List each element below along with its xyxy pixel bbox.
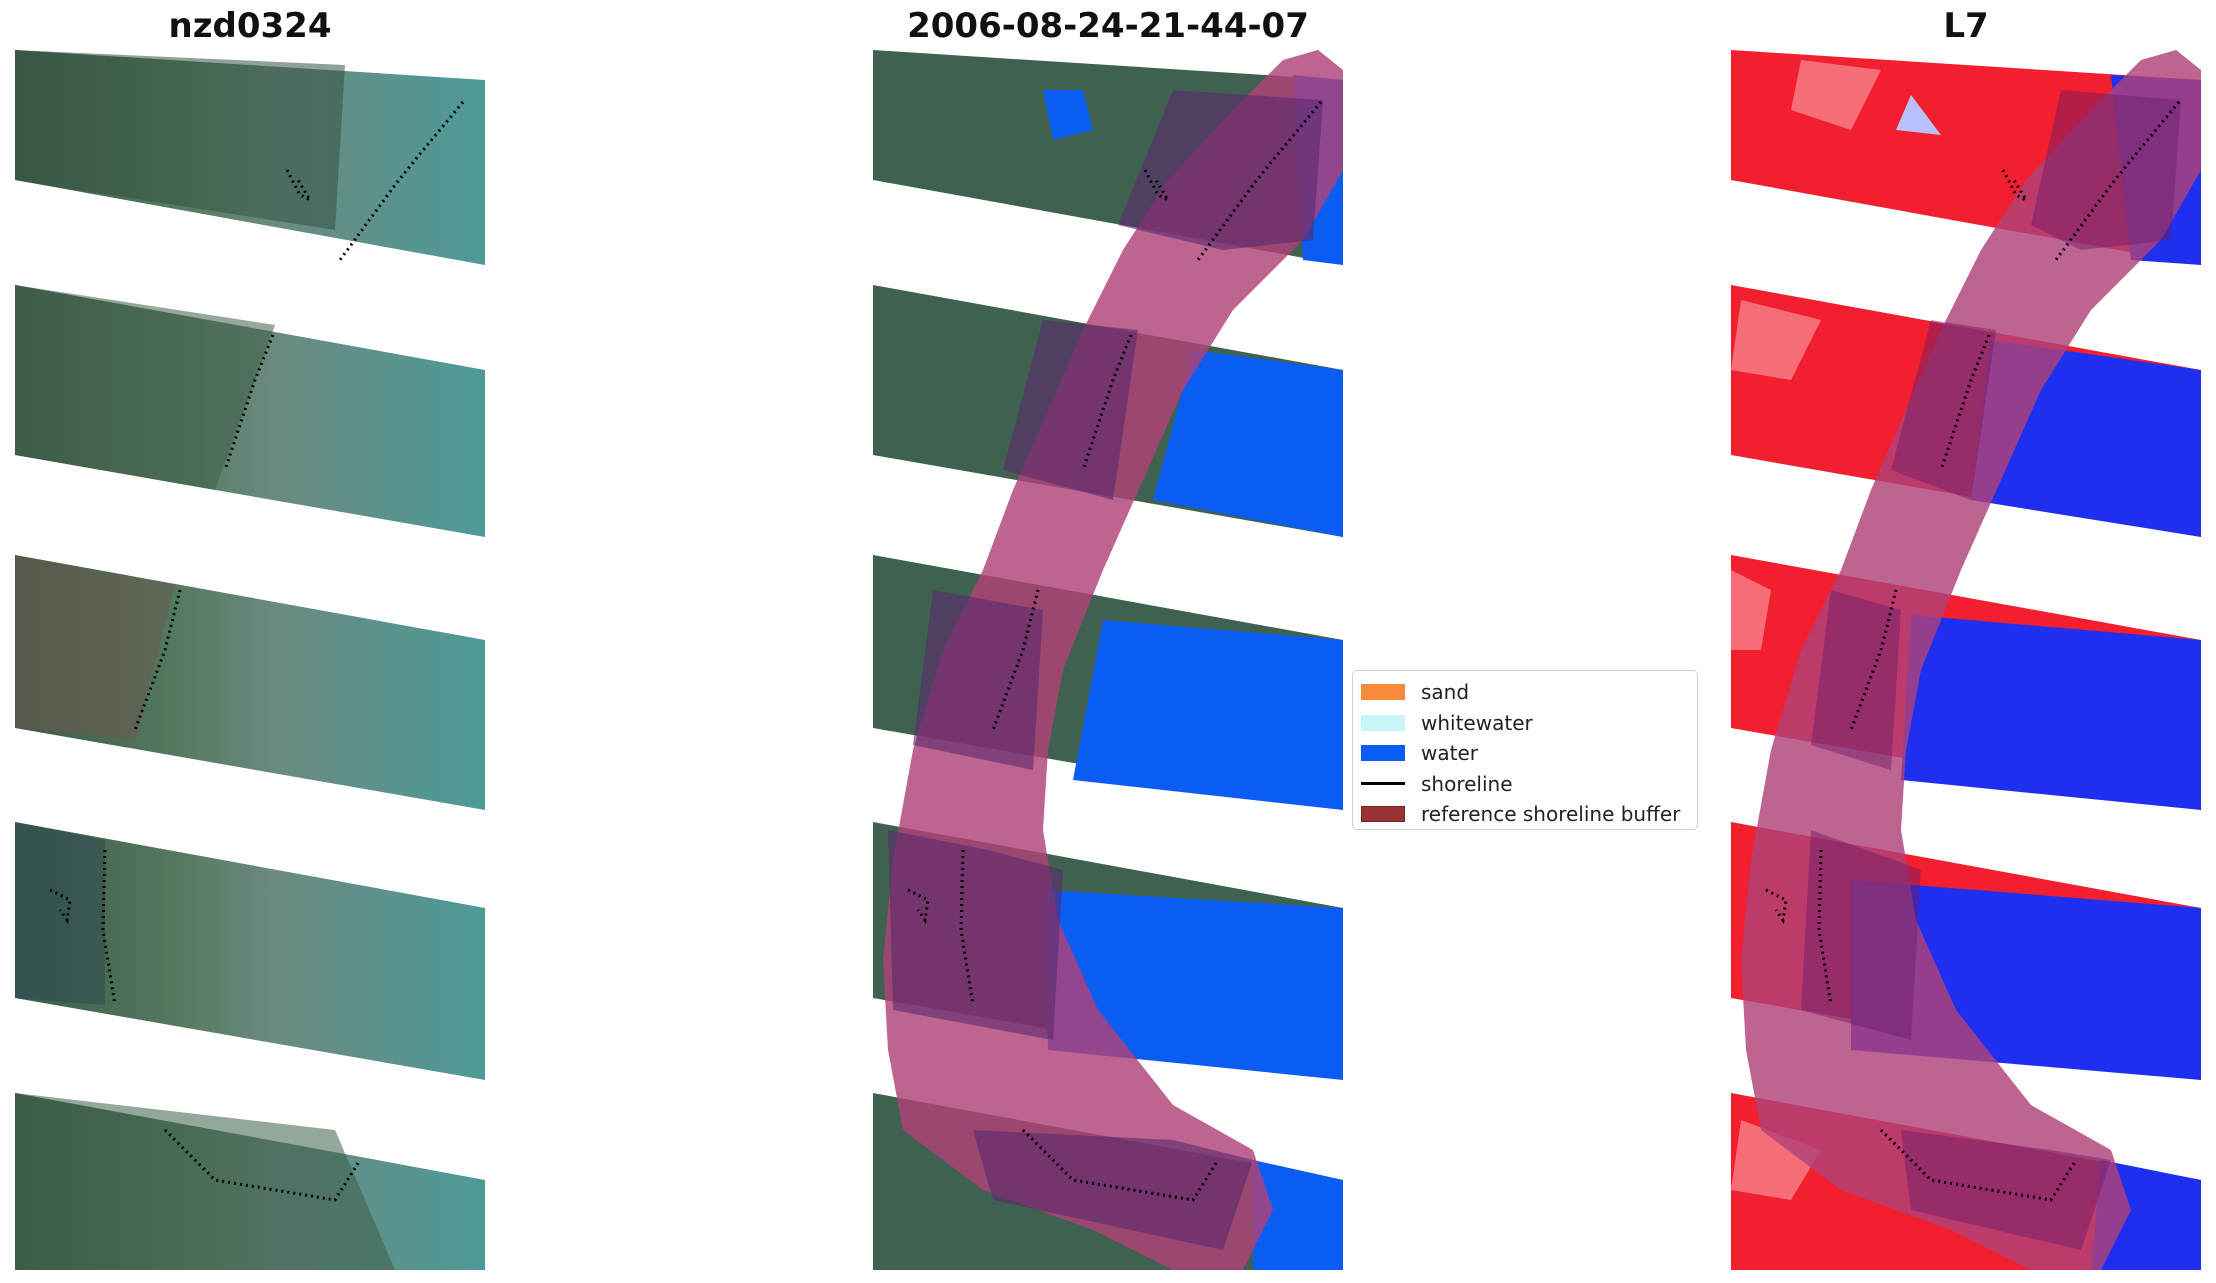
legend-label: reference shoreline buffer bbox=[1421, 802, 1681, 827]
legend-item-buffer: reference shoreline buffer bbox=[1361, 799, 1689, 830]
legend: sand whitewater water shoreline referenc… bbox=[1352, 670, 1698, 830]
buffer-swatch bbox=[1361, 806, 1405, 823]
rgb-image bbox=[15, 50, 485, 1270]
rgb-shorelines bbox=[49, 101, 465, 1202]
legend-label: water bbox=[1421, 741, 1478, 766]
water-swatch bbox=[1361, 745, 1405, 762]
legend-item-whitewater: whitewater bbox=[1361, 708, 1689, 739]
rgb-image-panel bbox=[15, 50, 485, 1270]
whitewater-swatch bbox=[1361, 714, 1405, 731]
legend-label: sand bbox=[1421, 680, 1470, 705]
legend-item-sand: sand bbox=[1361, 677, 1689, 708]
index-shorelines bbox=[1765, 101, 2181, 1202]
left-panel-title: nzd0324 bbox=[168, 6, 332, 46]
classification-panel bbox=[873, 50, 1343, 1270]
legend-item-water: water bbox=[1361, 738, 1689, 769]
index-image-panel bbox=[1731, 50, 2201, 1270]
index-image bbox=[1731, 50, 2201, 1270]
center-panel-title: 2006-08-24-21-44-07 bbox=[907, 6, 1309, 46]
right-panel-title: L7 bbox=[1943, 6, 1989, 46]
classification-image bbox=[873, 50, 1343, 1270]
legend-label: shoreline bbox=[1421, 771, 1513, 796]
sand-swatch bbox=[1361, 684, 1405, 701]
classification-shorelines bbox=[907, 101, 1323, 1202]
shoreline-swatch bbox=[1361, 782, 1405, 786]
reference-buffer-right bbox=[1741, 50, 2201, 1270]
legend-label: whitewater bbox=[1421, 710, 1533, 735]
legend-item-shoreline: shoreline bbox=[1361, 769, 1689, 800]
